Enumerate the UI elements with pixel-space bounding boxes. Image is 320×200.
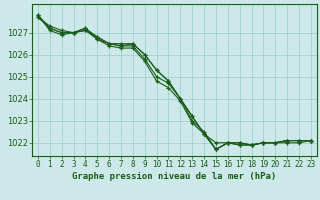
- X-axis label: Graphe pression niveau de la mer (hPa): Graphe pression niveau de la mer (hPa): [72, 172, 276, 181]
